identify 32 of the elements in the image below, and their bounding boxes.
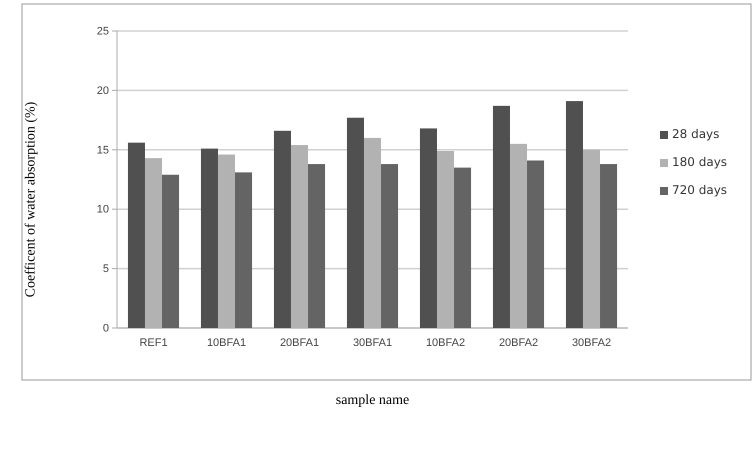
bar — [566, 101, 583, 328]
legend-label: 28 days — [672, 127, 720, 141]
x-tick-label: 20BFA1 — [280, 336, 320, 349]
y-tick-label: 25 — [96, 26, 109, 38]
bar — [381, 164, 398, 328]
y-tick-label: 10 — [96, 204, 109, 216]
x-tick-label: 30BFA2 — [572, 336, 612, 349]
bar — [454, 168, 472, 328]
bar — [346, 118, 364, 328]
legend-label: 720 days — [672, 183, 728, 197]
x-tick-label: 10BFA2 — [426, 336, 466, 349]
bar — [600, 164, 618, 328]
x-axis-title: sample name — [336, 393, 410, 408]
x-tick-label: REF1 — [139, 336, 168, 349]
bar — [527, 160, 544, 328]
bar — [308, 164, 326, 328]
x-tick-label: 20BFA2 — [498, 336, 538, 349]
y-tick-label: 20 — [96, 84, 109, 97]
bar — [420, 128, 437, 328]
bar — [274, 130, 291, 328]
bar — [235, 172, 252, 328]
y-tick-label: 15 — [96, 144, 109, 156]
y-axis-title: Coefficent of water absorption (%) — [24, 101, 39, 298]
bar — [162, 174, 180, 328]
y-tick-label: 0 — [102, 322, 109, 335]
x-tick-label: 10BFA1 — [206, 336, 246, 349]
bar — [200, 148, 218, 328]
x-tick-label: 30BFA1 — [352, 336, 392, 349]
y-tick-label: 5 — [102, 263, 109, 276]
legend-label: 180 days — [672, 155, 728, 169]
bar — [492, 106, 510, 328]
bar — [128, 142, 145, 328]
